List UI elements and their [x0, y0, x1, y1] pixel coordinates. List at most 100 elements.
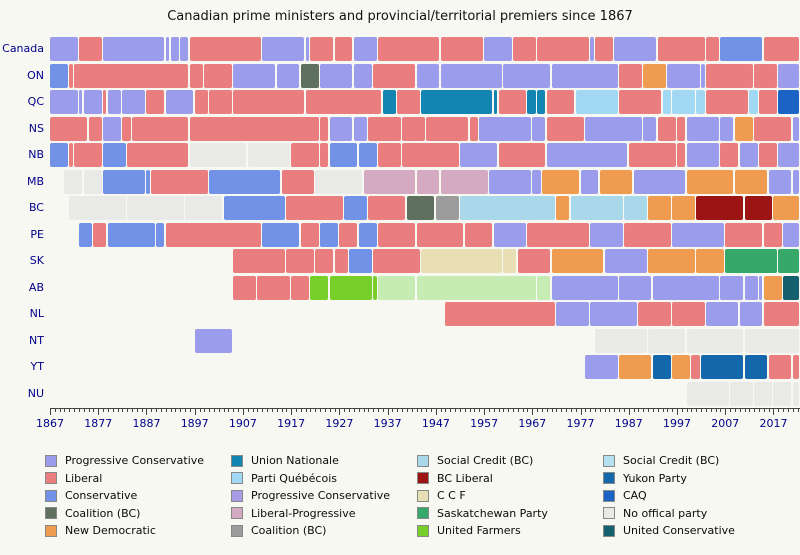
axis-tick	[696, 409, 698, 412]
axis-tick	[83, 409, 85, 412]
timeline-segment-ndp	[541, 169, 580, 194]
timeline-segment-socred_bc	[570, 196, 623, 220]
timeline-segment-liberal	[300, 222, 319, 247]
timeline-segment-conservative	[320, 222, 338, 247]
axis-tick	[373, 409, 375, 412]
timeline-segment-pc	[103, 116, 121, 141]
timeline-segment-conservative	[103, 143, 126, 167]
row-label: NB	[28, 148, 44, 161]
timeline-segment-pc	[551, 63, 618, 88]
timeline-segment-pc	[459, 143, 498, 167]
axis-tick	[136, 409, 138, 412]
timeline-segment-liberal	[677, 116, 686, 141]
timeline-segment-pc	[276, 63, 300, 88]
axis-tick	[710, 409, 712, 412]
legend-label: Liberal	[65, 471, 103, 485]
timeline-segment-pc	[759, 275, 763, 300]
axis-tick	[334, 409, 336, 412]
axis-tick	[271, 409, 273, 412]
timeline-segment-pq	[696, 90, 705, 114]
timeline-segment-liberal	[397, 90, 420, 114]
timeline-segment-liberal	[416, 222, 464, 247]
timeline-segment-pc	[440, 63, 502, 88]
axis-tick	[281, 409, 283, 412]
axis-tick	[411, 409, 413, 412]
timeline-segment-liberal	[498, 143, 546, 167]
timeline-segment-conservative	[50, 63, 68, 88]
axis-tick	[440, 409, 442, 412]
axis-tick	[701, 409, 703, 412]
timeline-segment-liberal	[189, 37, 261, 61]
timeline-segment-pc	[783, 222, 799, 247]
axis-tick	[488, 409, 490, 412]
axis-tick	[175, 409, 177, 412]
axis-tick	[93, 409, 95, 412]
axis-tick-label: 1977	[566, 417, 595, 430]
timeline-segment-united_conservative	[783, 275, 799, 300]
axis-tick	[218, 409, 220, 412]
chart-row-NB: NB	[0, 143, 800, 167]
timeline-segment-liberal	[146, 90, 165, 114]
timeline-segment-pq	[662, 90, 671, 114]
row-label: YT	[30, 360, 44, 373]
timeline-segment-no_party	[64, 169, 83, 194]
timeline-segment-ndp	[672, 355, 691, 379]
axis-tick	[484, 409, 486, 415]
axis-tick	[267, 409, 269, 412]
axis-tick	[431, 409, 433, 412]
legend-swatch-socred2	[603, 454, 615, 467]
axis-tick	[252, 409, 254, 412]
axis-tick	[691, 409, 693, 412]
timeline-segment-pq	[749, 90, 758, 114]
axis-tick	[54, 409, 56, 412]
axis-tick-label: 1877	[84, 417, 113, 430]
timeline-segment-liberal	[334, 37, 353, 61]
axis-tick	[156, 409, 158, 412]
chart-rows: Canada ON QC NS NB MB BC PE SK AB NL NT YT NU	[0, 37, 800, 406]
axis-tick	[662, 409, 664, 412]
timeline-segment-no_party	[773, 381, 792, 406]
timeline-segment-pc	[739, 302, 763, 326]
axis-tick-label: 1867	[36, 417, 64, 430]
timeline-segment-ndp	[599, 169, 633, 194]
chart-row-SK: SK	[0, 249, 800, 273]
timeline-segment-no_party	[189, 143, 247, 167]
timeline-segment-liberal	[373, 63, 416, 88]
axis-tick	[797, 409, 799, 412]
legend-item-no_party: No offical party	[603, 507, 789, 520]
axis-tick	[213, 409, 215, 412]
row-label: SK	[29, 254, 44, 267]
axis-tick	[262, 409, 264, 412]
timeline-segment-pc	[353, 116, 367, 141]
timeline-segment-pc	[194, 328, 232, 353]
timeline-segment-conservative	[209, 169, 281, 194]
timeline-segment-pc	[701, 63, 705, 88]
legend-label: United Conservative	[623, 524, 735, 538]
axis-tick	[619, 409, 621, 412]
row-label: MB	[26, 174, 44, 188]
legend-item-pc2: Progressive Conservative	[231, 489, 417, 502]
axis-tick	[170, 409, 172, 412]
timeline-segment-pc	[165, 37, 170, 61]
axis-tick-label: 1957	[470, 417, 499, 430]
legend-swatch-no_party	[603, 507, 615, 520]
legend-swatch-yukon_party	[603, 472, 615, 485]
axis-tick	[204, 409, 206, 412]
axis-tick	[551, 409, 553, 412]
legend-item-yukon_party: Yukon Party	[603, 472, 789, 485]
axis-tick	[556, 409, 558, 412]
legend-label: Union Nationale	[251, 454, 339, 468]
timeline-segment-liberal	[705, 63, 753, 88]
timeline-segment-socred_bc	[623, 196, 647, 220]
axis-tick	[122, 409, 124, 412]
axis-tick	[667, 409, 669, 412]
timeline-segment-pc	[672, 222, 724, 247]
timeline-segment-pc	[551, 275, 618, 300]
timeline-segment-liberal	[209, 90, 232, 114]
legend-swatch-ccf	[417, 489, 429, 502]
timeline-segment-liberal	[69, 143, 73, 167]
timeline-segment-united_farmers	[310, 275, 329, 300]
legend-swatch-caq	[603, 489, 615, 502]
axis-tick	[194, 409, 196, 415]
legend-swatch-union_nationale	[231, 454, 243, 467]
